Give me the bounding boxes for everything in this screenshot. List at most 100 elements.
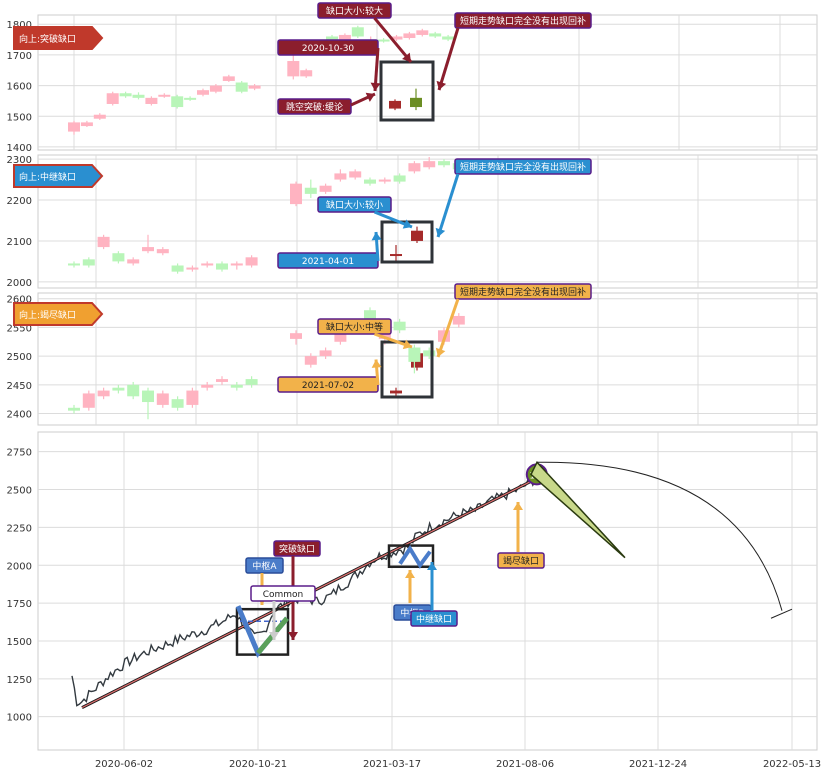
candle-panel-1-note-label-box [454, 12, 592, 29]
candle-panel-3-note-arrow-head [435, 347, 446, 357]
candle-panel-1-candle-6 [145, 97, 158, 104]
candle-panel-3-ytick-4: 2600 [7, 295, 32, 306]
candle-panel-1-date-label: 2020-10-30 [302, 44, 355, 54]
candle-panel-3 [37, 292, 818, 426]
candle-panel-1-candle-28 [429, 33, 442, 37]
candle-panel-1-candle-18 [300, 70, 313, 77]
candle-panel-1-candle-26 [403, 33, 416, 39]
candle-panel-3-candle-20 [364, 310, 376, 319]
arrow-mid-gap-head [427, 562, 437, 570]
candle-panel-3-candle-18 [334, 333, 347, 342]
candle-panel-2-note-arrow [436, 173, 460, 238]
candle-panel-2-candle-22 [393, 175, 406, 182]
candle-panel-1-candle-25 [390, 36, 403, 40]
projection-arc-end [770, 608, 793, 619]
label-exhaust-gap: 竭尽缺口 [503, 555, 539, 567]
candle-panel-1-candle-5 [132, 94, 145, 98]
candle-panel-2-candle-15 [290, 183, 302, 205]
candle-panel-3-candle-17 [319, 350, 332, 357]
candle-panel-1-candle-11 [209, 85, 222, 92]
candle-panel-2-candle-24 [423, 161, 436, 168]
candle-panel-2-candle-7 [171, 265, 184, 272]
candle-panel-2-candle-16 [304, 187, 317, 194]
candle-panel-3-date-label: 2021-07-02 [302, 381, 354, 391]
main-ytick-7: 2750 [7, 448, 32, 459]
candle-panel-2-date-label: 2021-04-01 [302, 257, 354, 267]
candle-panel-2-candle-9 [201, 263, 214, 266]
candle-panel-3-candle-4 [127, 384, 140, 397]
candle-panel-2-size-label-box [317, 196, 392, 213]
candle-panel-3-tag: 向上:竭尽缺口 [19, 309, 76, 321]
candle-panel-2-candle-13 [390, 254, 402, 257]
candle-panel-2-candle-0 [68, 263, 80, 266]
candle-panel-1-ytick-1: 1500 [7, 112, 32, 123]
candle-panel-1-candle-27 [416, 30, 429, 35]
candle-panel-3-candle-8 [186, 390, 199, 405]
candle-panel-3-candle-5 [142, 390, 154, 403]
candle-panel-1-date-label-box [277, 39, 379, 56]
candle-panel-1-candle-9 [184, 97, 197, 100]
candle-panel-1-candle-2 [93, 114, 106, 119]
candle-panel-2-candle-14 [411, 230, 423, 241]
main-xtick-3: 2021-08-06 [496, 759, 554, 770]
main-xtick-5: 2022-05-13 [763, 759, 821, 770]
label-mid-gap-box [410, 610, 458, 627]
candle-panel-3-candle-23 [408, 347, 421, 362]
candle-panel-1-size-label: 缺口大小:较大 [326, 5, 383, 17]
candle-panel-2-candle-6 [156, 249, 169, 254]
candle-panel-2-candle-10 [216, 263, 228, 270]
candle-panel-2-note-arrow-head [435, 227, 446, 237]
candle-panel-2-candle-18 [334, 173, 347, 180]
candle-panel-2-date-arrow-head [371, 232, 382, 241]
candle-panel-2-candle-23 [408, 163, 421, 172]
candle-panel-2-candle-5 [142, 247, 154, 252]
main-xtick-0: 2020-06-02 [95, 759, 153, 770]
candle-panel-3-candle-22 [393, 321, 406, 331]
candle-panel-3-candle-10 [216, 379, 228, 382]
zhongshu-b-stroke [398, 544, 432, 569]
candle-panel-1-candle-0 [68, 122, 80, 132]
label-exhaust-gap-box [497, 552, 545, 569]
candle-panel-3-size-arrow-head [402, 339, 412, 350]
candle-panel-2-tag: 向上:中继缺口 [19, 171, 76, 183]
arrow-zhongshu-b-head [405, 570, 415, 578]
candle-panel-2-candle-2 [97, 236, 110, 248]
candle-panel-1-candle-13 [235, 82, 248, 92]
candle-panel-2-candle-25 [438, 161, 450, 166]
candle-panel-1-ytick-2: 1600 [7, 82, 32, 93]
candle-panel-3-ytick-1: 2450 [7, 381, 32, 392]
candle-panel-1-extra-label-box [277, 98, 352, 115]
candle-panel-1-note-arrow [437, 27, 460, 91]
candle-panel-2-candle-8 [186, 267, 199, 270]
zhongshu-a-box [235, 607, 290, 656]
label-common: Common [263, 590, 304, 600]
candle-panel-1-note-label: 短期走势缺口完全没有出现回补 [460, 15, 586, 27]
candle-panel-2-ytick-3: 2300 [7, 155, 32, 166]
candle-panel-1-tag-shape [13, 26, 104, 50]
candle-panel-1-candle-29 [442, 36, 455, 40]
candle-panel-2-candle-17 [319, 185, 332, 192]
candle-panel-1 [37, 14, 818, 151]
label-mid-gap: 中继缺口 [416, 613, 452, 625]
candle-panel-3-candle-9 [201, 384, 214, 388]
candle-panel-1-date-arrow-head [370, 82, 381, 91]
candle-panel-2-ytick-1: 2100 [7, 237, 32, 248]
label-zhongshu-a-box [245, 557, 284, 574]
label-break-gap: 突破缺口 [279, 543, 315, 555]
candle-panel-2-candle-21 [378, 179, 391, 182]
candle-panel-1-candle-24 [377, 39, 390, 42]
label-break-gap-box [273, 540, 321, 557]
main-ytick-1: 1250 [7, 675, 32, 686]
zhongshu-b-box [387, 544, 435, 569]
candle-panel-2-note-label: 短期走势缺口完全没有出现回补 [460, 161, 586, 173]
candle-panel-1-candle-10 [197, 90, 209, 95]
candle-panel-3-candle-3 [112, 387, 125, 391]
main-xtick-4: 2021-12-24 [629, 759, 687, 770]
candle-panel-1-extra-arrow-head [365, 92, 375, 102]
candle-panel-3-note-arrow [436, 298, 460, 358]
candle-panel-1-extra-label: 跳空突破:缓论 [286, 101, 343, 113]
candle-panel-2-candle-4 [127, 259, 140, 264]
candle-panel-1-candle-7 [158, 94, 171, 97]
candle-panel-1-note-arrow-head [436, 80, 447, 90]
